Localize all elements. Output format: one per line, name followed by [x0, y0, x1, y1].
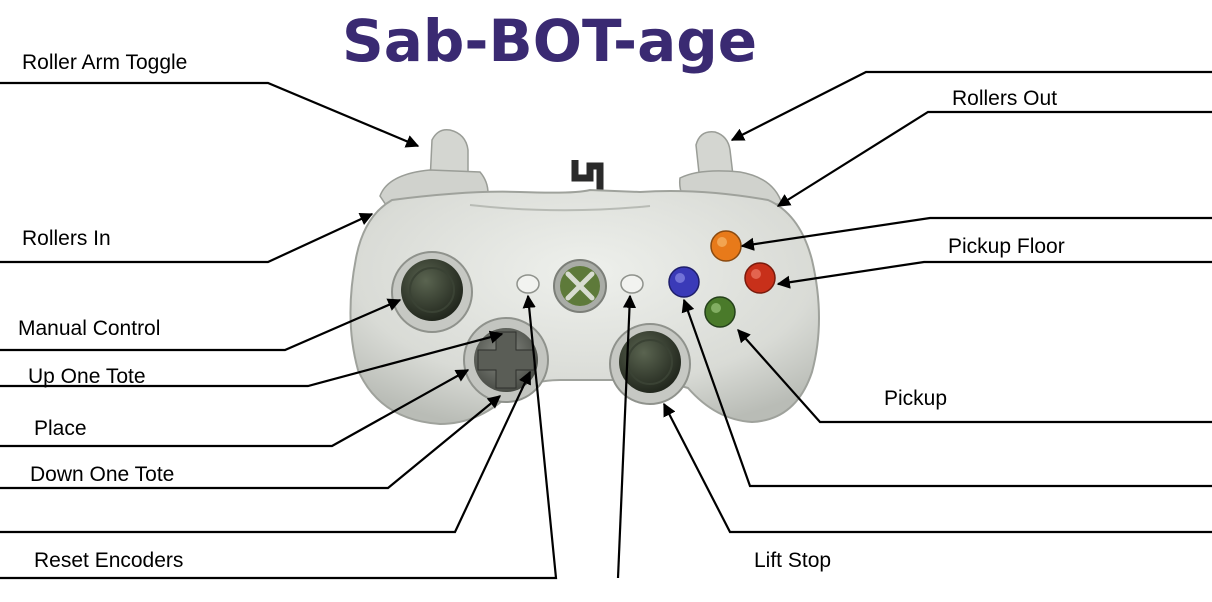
leader-unlabeled-left: [0, 370, 531, 534]
leader-y-button: [740, 216, 1212, 251]
guide-button: [553, 259, 607, 313]
label-rollers-in: Rollers In: [22, 227, 111, 250]
a-button: [704, 296, 736, 328]
label-lift-stop: Lift Stop: [754, 549, 832, 572]
x-button: [668, 266, 700, 298]
leader-lift-stop: [663, 402, 1212, 534]
start-button: [620, 274, 644, 294]
leader-rollers-out: [776, 110, 1212, 207]
left-trigger: [429, 128, 469, 183]
label-reset-encoders: Reset Encoders: [34, 549, 184, 572]
leader-roller-arm-toggle: [0, 81, 420, 148]
leader-pickup: [737, 329, 1212, 424]
label-pickup-floor: Pickup Floor: [948, 235, 1065, 258]
leader-rollers-in: [0, 212, 374, 264]
label-down-one-tote: Down One Tote: [30, 463, 175, 486]
right-thumbstick: [609, 323, 691, 405]
label-place: Place: [34, 417, 87, 440]
leader-place: [0, 369, 470, 448]
leader-up-one-tote: [0, 330, 504, 388]
cable: [571, 160, 604, 190]
leader-pickup-floor: [776, 260, 1212, 289]
back-button: [516, 274, 540, 294]
b-button: [744, 262, 776, 294]
leader-x-button: [681, 298, 1212, 488]
label-up-one-tote: Up One Tote: [28, 365, 146, 388]
label-manual-control: Manual Control: [18, 317, 161, 340]
leader-right-top: [730, 70, 1212, 141]
label-roller-arm-toggle: Roller Arm Toggle: [22, 51, 188, 74]
leader-reset-encoders: [0, 294, 558, 580]
label-pickup: Pickup: [884, 387, 948, 410]
leader-down-one-tote: [0, 395, 502, 490]
logo-title: Sab-BOT-age: [342, 7, 758, 75]
label-rollers-out: Rollers Out: [952, 87, 1058, 110]
leader-manual-control: [0, 298, 402, 352]
leader-start: [616, 294, 637, 579]
left-thumbstick: [391, 251, 473, 333]
